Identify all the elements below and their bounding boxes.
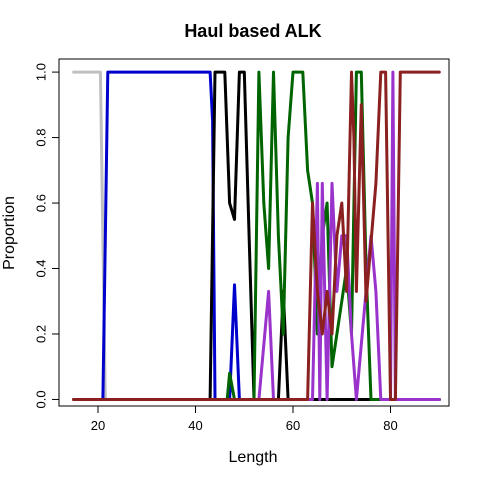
series-line-2 xyxy=(72,70,441,401)
series-line-4 xyxy=(72,70,441,401)
x-tick-label: 80 xyxy=(383,418,397,433)
chart-title: Haul based ALK xyxy=(184,21,321,41)
y-tick-label: 0.2 xyxy=(34,325,49,343)
y-tick-label: 0.0 xyxy=(34,390,49,408)
x-axis-label: Length xyxy=(229,449,278,466)
y-axis-label: Proportion xyxy=(1,196,18,270)
series-line-6 xyxy=(72,70,441,401)
y-tick-label: 0.6 xyxy=(34,194,49,212)
y-tick-label: 1.0 xyxy=(34,63,49,81)
y-axis: 0.0 0.2 0.4 0.6 0.8 1.0 xyxy=(34,63,60,408)
series-layer xyxy=(72,70,441,401)
x-tick-label: 40 xyxy=(188,418,202,433)
x-tick-label: 20 xyxy=(91,418,105,433)
x-tick-label: 60 xyxy=(286,418,300,433)
y-tick-label: 0.4 xyxy=(34,259,49,277)
y-tick-label: 0.8 xyxy=(34,129,49,147)
x-axis: 20 40 60 80 xyxy=(91,405,398,433)
